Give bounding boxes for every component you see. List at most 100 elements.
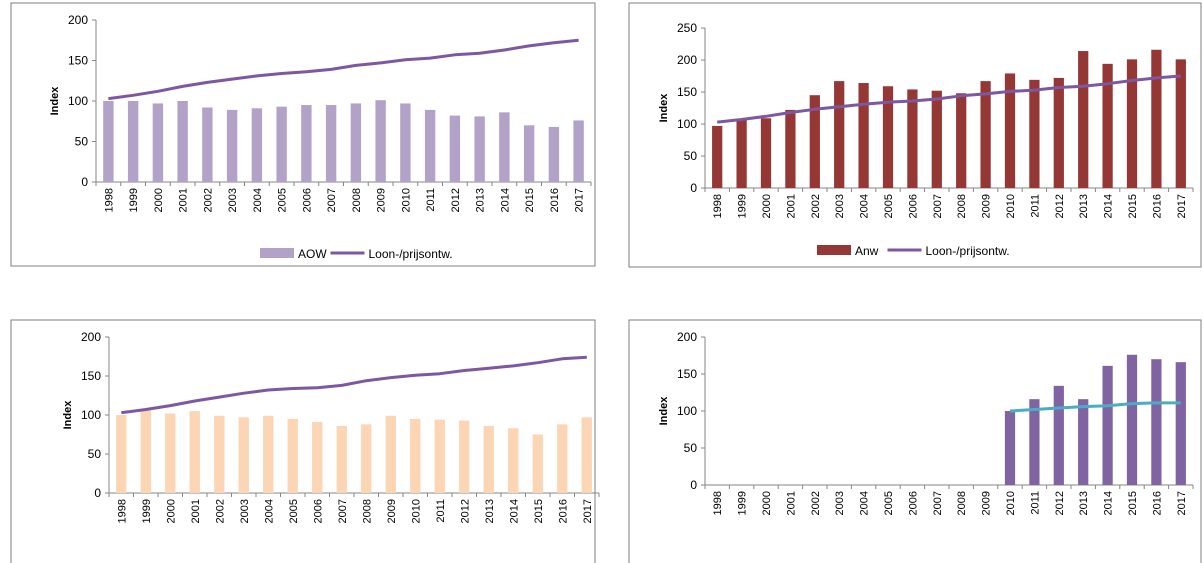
bar (573, 120, 584, 182)
x-tick-label: 1998 (712, 491, 724, 515)
x-tick-label: 2008 (351, 188, 363, 212)
y-tick-label: 0 (81, 175, 88, 189)
x-tick-label: 2011 (425, 188, 437, 212)
bar (474, 116, 485, 182)
x-tick-label: 2000 (761, 491, 773, 515)
x-tick-label: 1999 (128, 188, 140, 212)
x-tick-label: 2013 (484, 499, 496, 523)
chart-anw-svg: 0 50 100 150 200 250 Index 1998 1999 2000 2001 2002… (628, 2, 1202, 268)
y-tick-label: 100 (677, 117, 697, 131)
x-tick-label: 2016 (1151, 491, 1163, 515)
bar (287, 418, 298, 493)
bar (1102, 365, 1113, 485)
x-tick-label: 2014 (508, 499, 520, 523)
y-tick-label: 150 (81, 369, 101, 383)
y-tick-label: 50 (75, 135, 89, 149)
bar (140, 410, 151, 493)
bar (499, 112, 510, 182)
y-tick-label: 0 (690, 181, 697, 195)
legend-swatch-bar (817, 245, 851, 255)
y-tick-label: 150 (68, 54, 88, 68)
bar (858, 83, 869, 188)
bar (177, 101, 188, 182)
bar (116, 415, 127, 493)
chart-aow: 0 50 100 150 200 Index 1998 1999 2000 2001 2002 200… (10, 2, 596, 268)
x-tick-label: 1998 (712, 194, 724, 218)
x-tick-label: 2011 (1029, 194, 1041, 218)
x-tick-label: 2015 (1127, 194, 1139, 218)
x-tick-label: 2008 (956, 194, 968, 218)
x-tick-label: 2004 (263, 499, 275, 523)
y-tick-label: 0 (94, 486, 101, 500)
x-tick-label: 2012 (450, 188, 462, 212)
bar (1126, 354, 1138, 485)
bar (434, 419, 445, 493)
bar (1029, 399, 1040, 485)
bar (834, 81, 845, 188)
y-tick-label: 50 (684, 441, 698, 455)
x-tick-label: 2002 (214, 499, 226, 523)
bar (785, 109, 796, 188)
x-tick-label: 2001 (785, 194, 797, 218)
x-tick-label: 2013 (1078, 194, 1090, 218)
x-tick-label: 2017 (1176, 491, 1188, 515)
bar (263, 415, 274, 493)
x-tick-label: 2011 (1029, 491, 1041, 515)
x-tick-label: 2003 (834, 491, 846, 515)
bar (1175, 362, 1186, 485)
bar (712, 125, 723, 188)
chart-aio: 0 50 100 150 200 Index 1998 1999 2000 2001 2002 200… (628, 319, 1202, 563)
bar (301, 105, 312, 182)
y-tick-label: 150 (677, 367, 697, 381)
x-tick-label: 2010 (1005, 491, 1017, 515)
x-tick-label: 2000 (761, 194, 773, 218)
bar (548, 126, 560, 182)
x-tick-label: 2017 (574, 188, 586, 212)
series-line (1009, 401, 1181, 413)
bar (410, 418, 421, 493)
bar (336, 425, 347, 493)
bar (214, 415, 225, 493)
x-tick-label: 1998 (103, 188, 115, 212)
x-tick-label: 2002 (810, 491, 822, 515)
legend-label-line: Loon-/prijsontw. (926, 244, 1010, 258)
x-tick-label: 1998 (116, 499, 128, 523)
bar (1029, 79, 1040, 188)
x-tick-label: 2001 (190, 499, 202, 523)
y-tick-label: 0 (690, 478, 697, 492)
y-tick-label: 50 (88, 447, 102, 461)
x-tick-label: 2013 (475, 188, 487, 212)
chart-akw: 0 50 100 150 200 Index 1998 1999 2000 2001 2002 200… (10, 319, 600, 563)
x-tick-label: 2012 (459, 499, 471, 523)
bar (375, 100, 386, 182)
x-tick-label: 2010 (1005, 194, 1017, 218)
x-tick-label: 1999 (141, 499, 153, 523)
bar (276, 106, 287, 182)
y-tick-label: 100 (677, 404, 697, 418)
y-tick-label: 150 (677, 85, 697, 99)
x-tick-label: 2001 (785, 491, 797, 515)
x-tick-label: 2004 (859, 491, 871, 515)
x-tick-label: 2013 (1078, 491, 1090, 515)
x-tick-label: 2007 (932, 194, 944, 218)
bar (312, 422, 323, 493)
chart-aio-svg: 0 50 100 150 200 Index 1998 1999 2000 2001 2002 200… (628, 319, 1202, 563)
bar (532, 434, 543, 493)
y-axis-title: Index (658, 93, 670, 123)
bar (1126, 59, 1138, 188)
x-tick-label: 1999 (737, 491, 749, 515)
series-line (108, 38, 579, 101)
bar (1053, 385, 1064, 485)
x-tick-label: 2005 (883, 194, 895, 218)
x-tick-label: 2017 (582, 499, 594, 523)
bar (165, 413, 176, 493)
x-tick-label: 2002 (202, 188, 214, 212)
x-tick-label: 2002 (810, 194, 822, 218)
x-tick-label: 2012 (1054, 194, 1066, 218)
bar (483, 425, 494, 493)
bar (581, 417, 592, 493)
x-tick-label: 2014 (1103, 194, 1115, 218)
y-tick-label: 100 (81, 408, 101, 422)
bar (1102, 63, 1113, 189)
x-tick-label: 2007 (932, 491, 944, 515)
